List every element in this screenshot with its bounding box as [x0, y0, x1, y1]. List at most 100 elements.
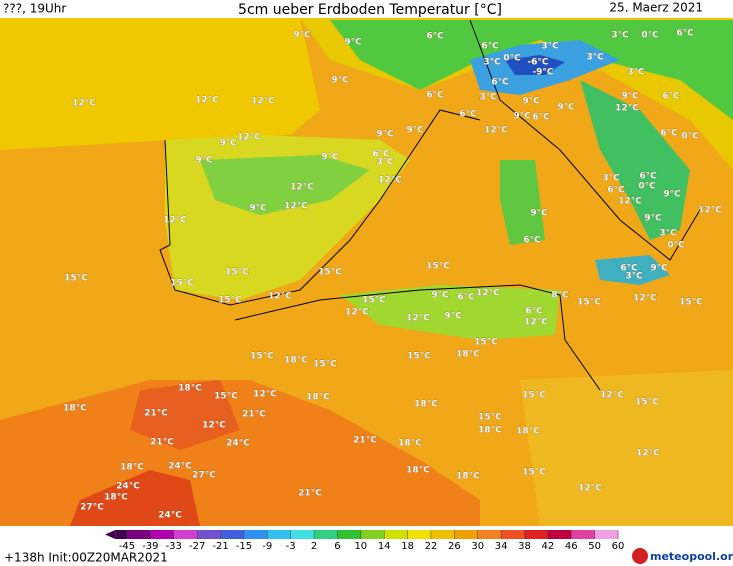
colorbar-cell	[384, 530, 409, 539]
temperature-label: 27°C	[192, 471, 216, 481]
temperature-label: 12°C	[406, 314, 430, 324]
temperature-label: 24°C	[168, 462, 192, 472]
temperature-label: 18°C	[406, 466, 430, 476]
temperature-label: 0°C	[667, 241, 685, 251]
colorbar-start-cell	[115, 530, 127, 539]
temperature-label: 6°C	[662, 92, 680, 102]
temperature-label: 9°C	[663, 190, 681, 200]
temperature-label: 18°C	[104, 493, 128, 503]
temperature-label: 12°C	[253, 390, 277, 400]
colorbar-cell	[314, 530, 338, 539]
temperature-label: 12°C	[578, 484, 602, 494]
temperature-label: 9°C	[406, 126, 424, 136]
temperature-label: 3°C	[376, 158, 394, 168]
colorbar-cell	[430, 530, 455, 539]
temperature-label: 21°C	[298, 489, 322, 499]
temperature-label: 12°C	[378, 176, 402, 186]
temperature-label: 18°C	[478, 426, 502, 436]
temperature-label: 6°C	[639, 172, 657, 182]
temperature-label: 6°C	[459, 110, 477, 120]
temperature-label: -6°C	[527, 58, 548, 68]
temperature-label: 12°C	[618, 197, 642, 207]
temperature-label: 15°C	[362, 296, 386, 306]
colorbar-cell	[337, 530, 362, 539]
colorbar-cell	[454, 530, 479, 539]
header-title: 5cm ueber Erdboden Temperatur [°C]	[238, 2, 502, 18]
colorbar-label: -33	[166, 541, 182, 552]
colorbar-label: -9	[262, 541, 272, 552]
temperature-label: 3°C	[479, 93, 497, 103]
colorbar-cell	[173, 530, 198, 539]
temperature-label: 9°C	[376, 130, 394, 140]
colorbar-label: 26	[448, 541, 461, 552]
colorbar-cell	[571, 530, 596, 539]
logo-icon	[632, 548, 648, 564]
colorbar-label: 34	[495, 541, 508, 552]
colorbar-cell	[220, 530, 245, 539]
colorbar-cell	[524, 530, 549, 539]
temperature-label: 9°C	[344, 38, 362, 48]
colorbar-cell	[243, 530, 268, 539]
colorbar-label: 14	[378, 541, 391, 552]
colorbar-label: 2	[311, 541, 317, 552]
temperature-label: 21°C	[144, 409, 168, 419]
colorbar-cell	[477, 530, 502, 539]
temperature-label: 12°C	[636, 449, 660, 459]
temperature-label: 12°C	[476, 289, 500, 299]
temperature-label: 24°C	[158, 511, 182, 521]
temperature-label: 6°C	[620, 264, 638, 274]
temperature-label: 12°C	[524, 318, 548, 328]
colorbar-start	[105, 530, 116, 539]
colorbar-label: -3	[286, 541, 296, 552]
temperature-label: 9°C	[530, 209, 548, 219]
temperature-label: 15°C	[474, 338, 498, 348]
temperature-label: 9°C	[219, 139, 237, 149]
temperature-label: 6°C	[525, 307, 543, 317]
temperature-label: 18°C	[178, 384, 202, 394]
temperature-label: 15°C	[635, 398, 659, 408]
temperature-label: 0°C	[638, 182, 656, 192]
temperature-label: 15°C	[407, 352, 431, 362]
colorbar-label: 10	[354, 541, 367, 552]
header-left: ???, 19Uhr	[3, 2, 66, 16]
temperature-label: 0°C	[641, 31, 659, 41]
temperature-label: 3°C	[586, 53, 604, 63]
colorbar-cell	[594, 530, 619, 539]
temperature-label: 18°C	[120, 463, 144, 473]
map-background	[0, 18, 733, 526]
colorbar-cell	[501, 530, 525, 539]
temperature-label: 15°C	[250, 352, 274, 362]
colorbar-label: 6	[334, 541, 340, 552]
temperature-label: 9°C	[513, 112, 531, 122]
temperature-label: 6°C	[372, 150, 390, 160]
colorbar-cell	[267, 530, 292, 539]
temperature-label: 21°C	[150, 438, 174, 448]
temperature-label: 24°C	[116, 482, 140, 492]
temperature-label: 6°C	[491, 78, 509, 88]
temperature-label: 15°C	[426, 262, 450, 272]
temperature-label: 3°C	[602, 174, 620, 184]
temperature-label: 3°C	[611, 31, 629, 41]
colorbar-cell	[360, 530, 385, 539]
temperature-label: 18°C	[456, 350, 480, 360]
temperature-label: 6°C	[660, 129, 678, 139]
temperature-label: 6°C	[426, 32, 444, 42]
temperature-label: 9°C	[644, 214, 662, 224]
temperature-label: 12°C	[345, 308, 369, 318]
header-date: 25. Maerz 2021	[609, 1, 703, 15]
temperature-label: 12°C	[163, 216, 187, 226]
temperature-label: -9°C	[532, 68, 553, 78]
temperature-label: 18°C	[63, 404, 87, 414]
temperature-label: 12°C	[633, 294, 657, 304]
temperature-label: 15°C	[313, 360, 337, 370]
temperature-label: 12°C	[600, 391, 624, 401]
temperature-label: 15°C	[218, 296, 242, 306]
temperature-label: 3°C	[625, 272, 643, 282]
temperature-label: 6°C	[481, 42, 499, 52]
colorbar-cell	[150, 530, 175, 539]
temperature-label: 8°C	[551, 291, 569, 301]
logo-text[interactable]: meteopool.org	[650, 550, 733, 563]
temperature-label: 3°C	[483, 58, 501, 68]
temperature-label: 12°C	[484, 126, 508, 136]
